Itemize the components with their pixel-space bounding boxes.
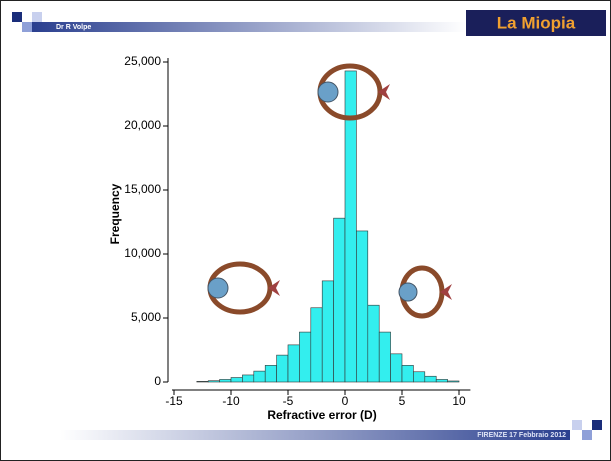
- eye-illustration: [317, 63, 390, 121]
- bar: [356, 230, 369, 383]
- bar: [219, 379, 232, 383]
- deco-square: [582, 430, 592, 440]
- footer-bar: [60, 430, 570, 440]
- deco-square: [32, 12, 42, 22]
- x-axis-label: Refractive error (D): [267, 408, 376, 422]
- y-tick-label: 5,000: [131, 310, 161, 324]
- title-box: [466, 10, 606, 36]
- bar: [390, 353, 403, 383]
- bar: [378, 331, 391, 383]
- slide-title: La Miopia: [497, 13, 576, 32]
- deco-square: [592, 420, 602, 430]
- bar: [321, 280, 334, 383]
- deco-square: [22, 22, 32, 32]
- y-tick-label: 0: [154, 374, 161, 388]
- y-tick-label: 25,000: [124, 54, 161, 68]
- bar: [207, 380, 220, 383]
- footer: FIRENZE 17 Febbraio 2012: [477, 432, 566, 439]
- bar: [367, 304, 380, 383]
- bar: [401, 365, 414, 383]
- x-tick-label: -15: [165, 394, 183, 408]
- bar: [299, 331, 312, 383]
- x-tick-label: 5: [399, 394, 406, 408]
- bar: [333, 217, 346, 383]
- deco-square: [12, 12, 22, 22]
- x-tick-label: 0: [342, 394, 349, 408]
- bar: [242, 374, 255, 383]
- x-tick-label: -5: [283, 394, 294, 408]
- bar: [435, 379, 448, 383]
- header-bar: [32, 22, 466, 32]
- y-tick-label: 10,000: [124, 246, 161, 260]
- eye-illustration: [207, 261, 280, 315]
- bar: [276, 354, 289, 383]
- y-tick-label: 20,000: [124, 118, 161, 132]
- deco-square: [572, 420, 582, 430]
- bar: [196, 381, 209, 383]
- bar: [230, 377, 243, 383]
- bar: [413, 371, 426, 383]
- author: Dr R Volpe: [56, 24, 91, 31]
- bar: [344, 70, 357, 383]
- bar: [447, 380, 460, 383]
- y-axis-label: Frequency: [108, 183, 122, 244]
- bar: [287, 344, 300, 383]
- eye-illustration: [398, 265, 452, 319]
- y-tick-label: 15,000: [124, 182, 161, 196]
- x-tick-label: 10: [452, 394, 466, 408]
- bar: [253, 370, 266, 383]
- bar: [310, 307, 323, 383]
- bar: [264, 365, 277, 383]
- x-tick-label: -10: [222, 394, 240, 408]
- bar: [424, 375, 437, 383]
- eye-illustrations: [207, 63, 452, 319]
